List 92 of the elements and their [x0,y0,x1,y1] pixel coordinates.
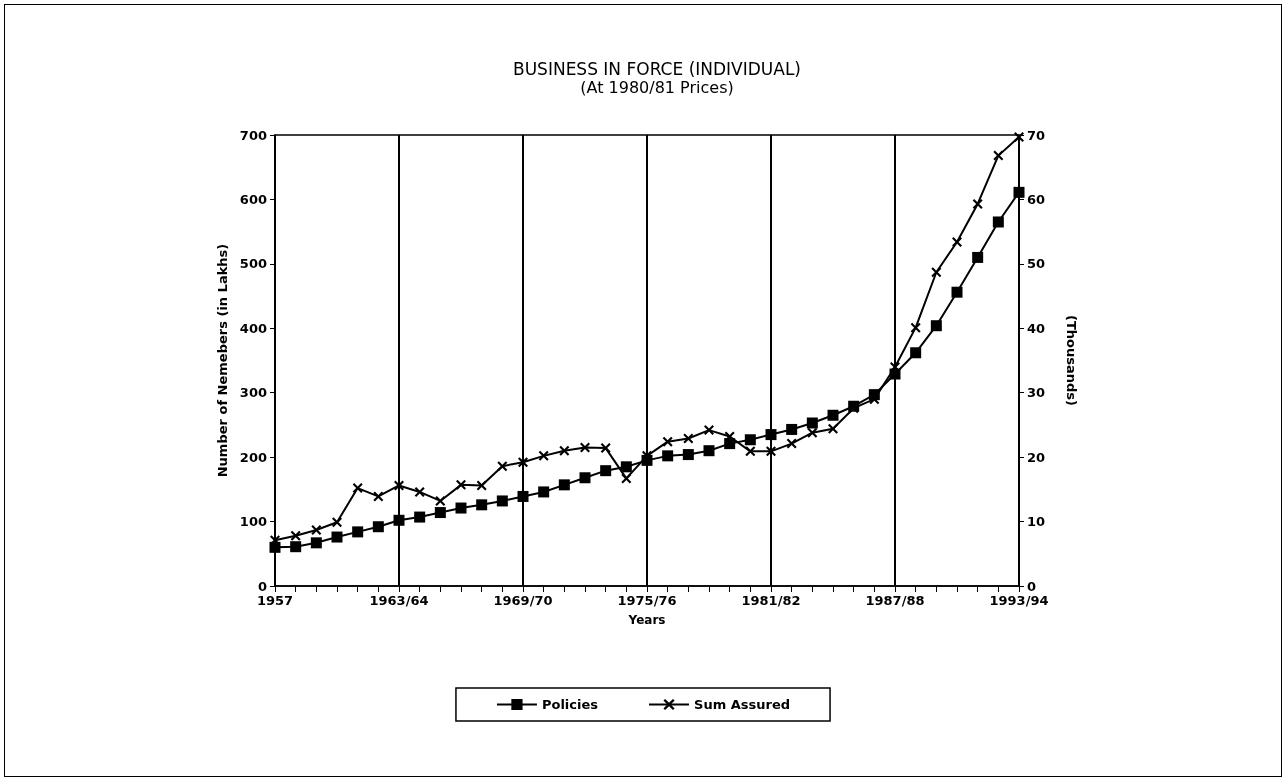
point [518,457,528,468]
point [910,322,921,333]
point [827,409,839,421]
y-tick-label: 700 [239,127,267,143]
legend-label: Sum Assured [694,697,791,712]
point [952,236,962,247]
point [580,442,590,453]
point [931,267,942,278]
point [765,429,777,441]
point [393,514,405,526]
point [621,473,632,484]
point [559,445,570,456]
y-tick-label: 200 [239,449,267,465]
point [806,417,818,429]
point [704,425,714,436]
y-tick-label: 500 [239,256,267,272]
point [372,521,384,533]
x-tick-label: 1957 [256,593,294,608]
y-axis-title: Number of Nemebers (in Lakhs) [214,243,230,478]
point [497,461,508,472]
point [620,461,632,473]
point [993,150,1004,161]
y2-tick-label: 30 [1027,385,1046,401]
point [683,433,694,444]
point [828,423,838,434]
x-tick-label: 1987/88 [865,593,925,608]
chart-subtitle: (At 1980/81 Prices) [580,77,734,97]
x-axis-title: Years [627,613,666,627]
point [766,446,776,457]
point [310,537,322,549]
y-tick-label: 0 [257,578,267,594]
x-tick-label: 1981/82 [741,593,801,608]
y2-tick-label: 0 [1027,578,1037,594]
point [786,423,798,435]
point [331,531,343,543]
y2-tick-label: 60 [1027,191,1046,207]
point [435,495,446,506]
point [579,472,591,484]
point [290,541,302,553]
legend-label: Policies [541,697,599,712]
point [662,450,674,462]
point [745,446,756,457]
point [786,438,797,449]
point [414,486,425,497]
x-tick-label: 1975/76 [617,593,677,608]
y2-tick-label: 70 [1027,127,1046,143]
y2-tick-label: 40 [1027,320,1046,336]
point [456,479,466,490]
point [1013,186,1025,198]
point [744,434,756,446]
point [476,480,487,491]
point [538,450,549,461]
y2-tick-label: 20 [1027,449,1046,465]
point [373,491,384,502]
point [992,216,1004,228]
point [951,286,963,298]
point [476,499,488,511]
y2-tick-label: 50 [1027,256,1046,272]
y-tick-label: 400 [239,320,267,336]
point [538,486,550,498]
point [517,490,529,502]
y-tick-label: 300 [239,385,267,401]
point [455,502,467,514]
y-tick-label: 600 [239,191,267,207]
x-tick-label: 1969/70 [493,593,553,608]
point [352,483,363,494]
point [600,465,612,477]
x-tick-label: 1963/64 [369,593,429,608]
point [972,251,984,263]
point [807,427,818,438]
point [930,320,942,332]
y-tick-label: 100 [239,514,267,530]
point [1014,131,1024,142]
point [558,479,570,491]
point [600,443,611,454]
y2-axis-title: (Thousands) [1064,315,1079,406]
point [352,526,364,538]
point [290,530,301,541]
point [311,524,322,535]
point [662,436,673,447]
chart-title: BUSINESS IN FORCE (INDIVIDUAL) [512,58,802,79]
point [972,198,983,209]
point [332,517,342,528]
point [434,507,446,519]
point [682,449,694,461]
point [496,495,508,507]
x-tick-label: 1993/94 [989,593,1049,608]
point [910,347,922,359]
y2-tick-label: 10 [1027,514,1046,530]
point [394,480,404,491]
point [414,511,426,523]
point [703,445,715,457]
